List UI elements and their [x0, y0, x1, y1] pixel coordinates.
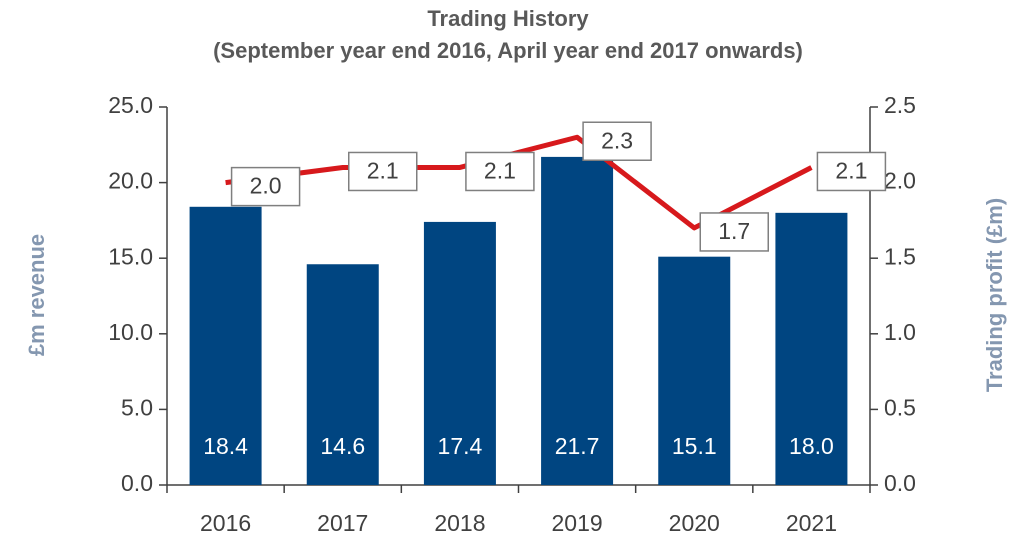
bar-value-label: 18.4	[203, 433, 248, 459]
line-value-label-box	[699, 212, 769, 252]
line-value-label: 1.7	[718, 218, 750, 244]
line-value-label-box	[230, 166, 301, 207]
bar	[423, 221, 496, 486]
line-value-label-box	[465, 151, 535, 192]
line-value-label: 2.3	[601, 127, 633, 153]
bar-value-label: 21.7	[555, 433, 600, 459]
chart-title: Trading History	[427, 6, 589, 31]
x-tick-label: 2016	[200, 510, 251, 536]
y-tick-label: 5.0	[121, 394, 153, 420]
y-tick-label: 20.0	[108, 168, 153, 194]
bar-value-label: 15.1	[672, 433, 717, 459]
line-value-label-box	[816, 151, 887, 192]
bar	[658, 256, 731, 485]
y2-tick-label: 0.0	[884, 470, 916, 496]
bar	[541, 156, 614, 485]
bar	[775, 212, 848, 485]
x-tick-label: 2020	[669, 510, 720, 536]
line-value-label: 2.0	[250, 173, 282, 199]
x-tick-label: 2019	[551, 510, 602, 536]
line-value-label: 2.1	[835, 158, 867, 184]
y-tick-label: 10.0	[108, 319, 153, 345]
bar-value-label: 18.0	[789, 433, 834, 459]
bar-value-label: 14.6	[320, 433, 365, 459]
line-value-label-box	[582, 121, 652, 161]
line-value-label-box	[348, 151, 418, 192]
x-tick-label: 2021	[786, 510, 837, 536]
x-tick-label: 2018	[434, 510, 485, 536]
y-tick-label: 0.0	[121, 470, 153, 496]
bar-value-label: 17.4	[438, 433, 483, 459]
y-tick-label: 25.0	[108, 92, 153, 118]
y-axis-label: £m revenue	[24, 234, 49, 356]
y2-tick-label: 1.5	[884, 243, 916, 269]
line-value-label: 2.1	[367, 158, 399, 184]
y2-tick-label: 0.5	[884, 394, 916, 420]
x-tick-label: 2017	[317, 510, 368, 536]
y-tick-label: 15.0	[108, 243, 153, 269]
y2-tick-label: 2.5	[884, 92, 916, 118]
bar	[306, 264, 379, 485]
y2-tick-label: 2.0	[884, 168, 916, 194]
line-value-label: 2.1	[484, 158, 516, 184]
chart-subtitle: (September year end 2016, April year end…	[213, 38, 803, 63]
y2-axis-label: Trading profit (£m)	[982, 198, 1007, 392]
y2-tick-label: 1.0	[884, 319, 916, 345]
bar	[189, 206, 262, 486]
